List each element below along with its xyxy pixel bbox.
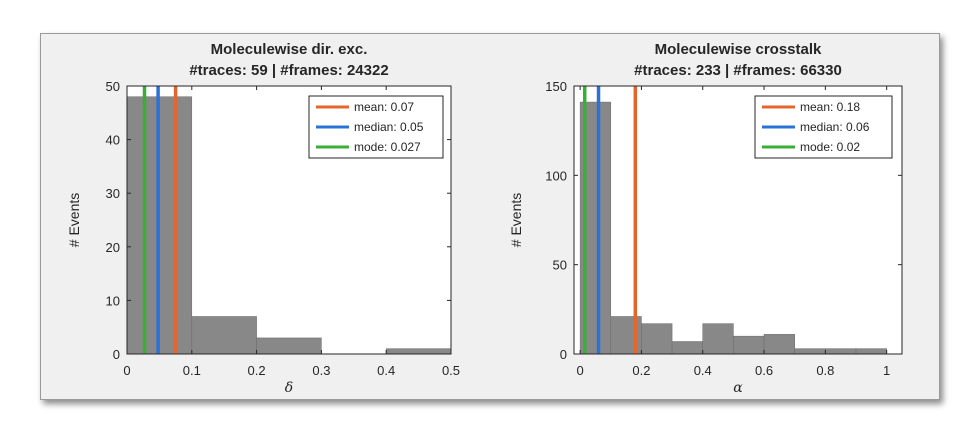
x-tick-label: 0.4 [694,363,712,378]
legend: mean: 0.07 median: 0.05 mode: 0.027 [308,95,444,159]
y-tick-label: 100 [545,168,567,183]
x-tick-label: 0.6 [755,363,773,378]
legend-label-mode: mode: 0.02 [800,140,860,154]
histogram-bar-9 [855,348,887,355]
y-tick-label: 0 [113,347,120,362]
y-ticks: 0 10 20 30 40 50 [106,79,451,362]
histogram-bar-8 [825,348,857,355]
y-axis-label: # Events [66,193,82,247]
chart-title-line1: Moleculewise dir. exc. [211,41,368,58]
y-tick-label: 40 [106,133,120,148]
chart-title-line1: Moleculewise crosstalk [655,41,822,58]
chart-crosstalk: Moleculewise crosstalk #traces: 233 | #f… [508,41,903,396]
histogram-bar-6 [763,334,795,355]
y-tick-label: 50 [553,258,567,273]
y-tick-label: 0 [560,347,567,362]
y-tick-label: 150 [545,79,567,94]
legend-label-median: median: 0.06 [800,120,870,134]
legend-label-median: median: 0.05 [354,120,424,134]
x-tick-label: 0.1 [183,363,201,378]
legend-label-mean: mean: 0.07 [354,100,414,114]
x-ticks: 0 0.2 0.4 0.6 0.8 1 [577,86,890,378]
x-tick-label: 1 [883,363,890,378]
histogram-bar-1 [191,316,257,355]
x-tick-label: 0 [577,363,584,378]
statistic-lines [582,86,638,354]
chart-title-line2: #traces: 59 | #frames: 24322 [189,62,388,79]
x-ticks: 0 0.1 0.2 0.3 0.4 0.5 [123,86,460,378]
y-axis-label: # Events [508,193,524,247]
x-axis-label: δ [285,380,293,396]
chart-dir-exc: Moleculewise dir. exc. #traces: 59 | #fr… [66,41,460,396]
x-tick-label: 0 [123,363,130,378]
y-tick-label: 10 [106,293,120,308]
statistic-lines [142,86,178,354]
histogram-bar-5 [733,335,765,355]
x-tick-label: 0.8 [816,363,834,378]
x-tick-label: 0.2 [248,363,266,378]
y-tick-label: 30 [106,186,120,201]
legend-label-mean: mean: 0.18 [800,100,860,114]
y-tick-label: 50 [106,79,120,94]
histogram-bar-2 [256,337,322,355]
axes-box [126,85,452,355]
chart-title-line2: #traces: 233 | #frames: 66330 [634,62,842,79]
x-tick-label: 0.3 [312,363,330,378]
x-tick-label: 0.5 [442,363,460,378]
y-ticks: 0 50 100 150 [545,79,902,362]
figure-canvas: Moleculewise dir. exc. #traces: 59 | #fr… [66,41,903,396]
histogram-bar-3 [671,341,703,355]
axes-box [573,85,903,355]
legend-label-mode: mode: 0.027 [354,140,421,154]
x-tick-label: 0.2 [632,363,650,378]
histogram-bar-2 [641,323,673,355]
histogram-bar-4 [385,348,452,355]
histogram-bar-7 [794,348,826,355]
histogram-bar-4 [702,323,734,355]
figure-window: Moleculewise dir. exc. #traces: 59 | #fr… [40,33,940,400]
legend: mean: 0.18 median: 0.06 mode: 0.02 [754,95,893,159]
x-tick-label: 0.4 [377,363,395,378]
y-tick-label: 20 [106,240,120,255]
x-axis-label: α [733,380,743,396]
